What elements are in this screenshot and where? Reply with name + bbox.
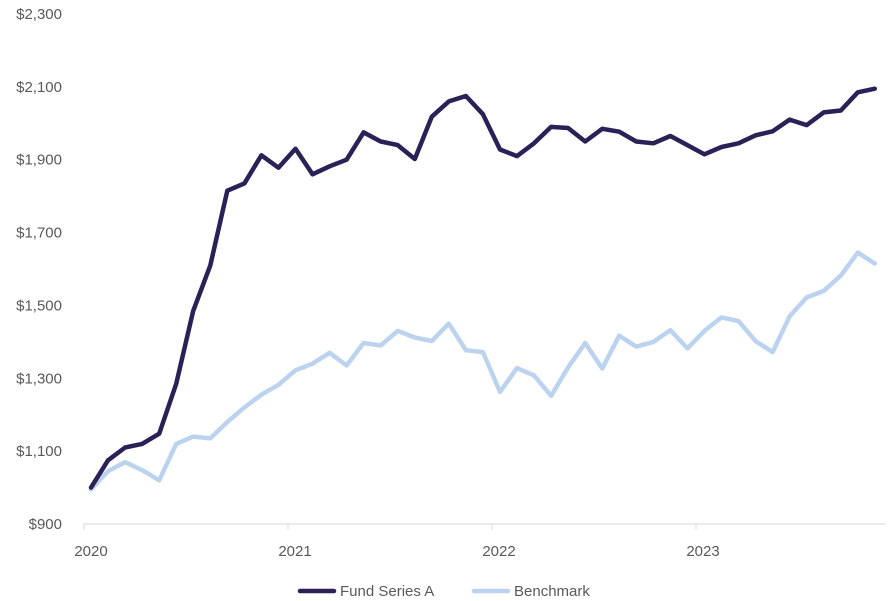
y-tick-label: $2,100 [16,79,62,96]
y-tick-label: $1,900 [16,152,62,169]
y-tick-label: $2,300 [16,6,62,23]
legend-label: Fund Series A [340,583,434,600]
y-tick-label: $900 [29,516,62,533]
x-axis-ticks: 2020 2021 2022 2023 [74,524,720,560]
series-lines [88,86,878,492]
x-tick-label: 2022 [482,543,515,560]
x-tick-label: 2021 [278,543,311,560]
y-tick-label: $1,700 [16,225,62,242]
y-tick-label: $1,300 [16,370,62,387]
y-axis-ticks: $900 $1,100 $1,300 $1,500 $1,700 $1,900 $2,100… [16,6,62,533]
legend-label: Benchmark [514,583,590,600]
x-tick-label: 2023 [686,543,719,560]
x-tick-label: 2020 [74,543,107,560]
series-line-fund-series-a [88,86,878,490]
y-tick-label: $1,100 [16,443,62,460]
y-tick-label: $1,500 [16,297,62,314]
legend: Fund Series A Benchmark [297,583,590,600]
series-line-benchmark [88,250,878,492]
